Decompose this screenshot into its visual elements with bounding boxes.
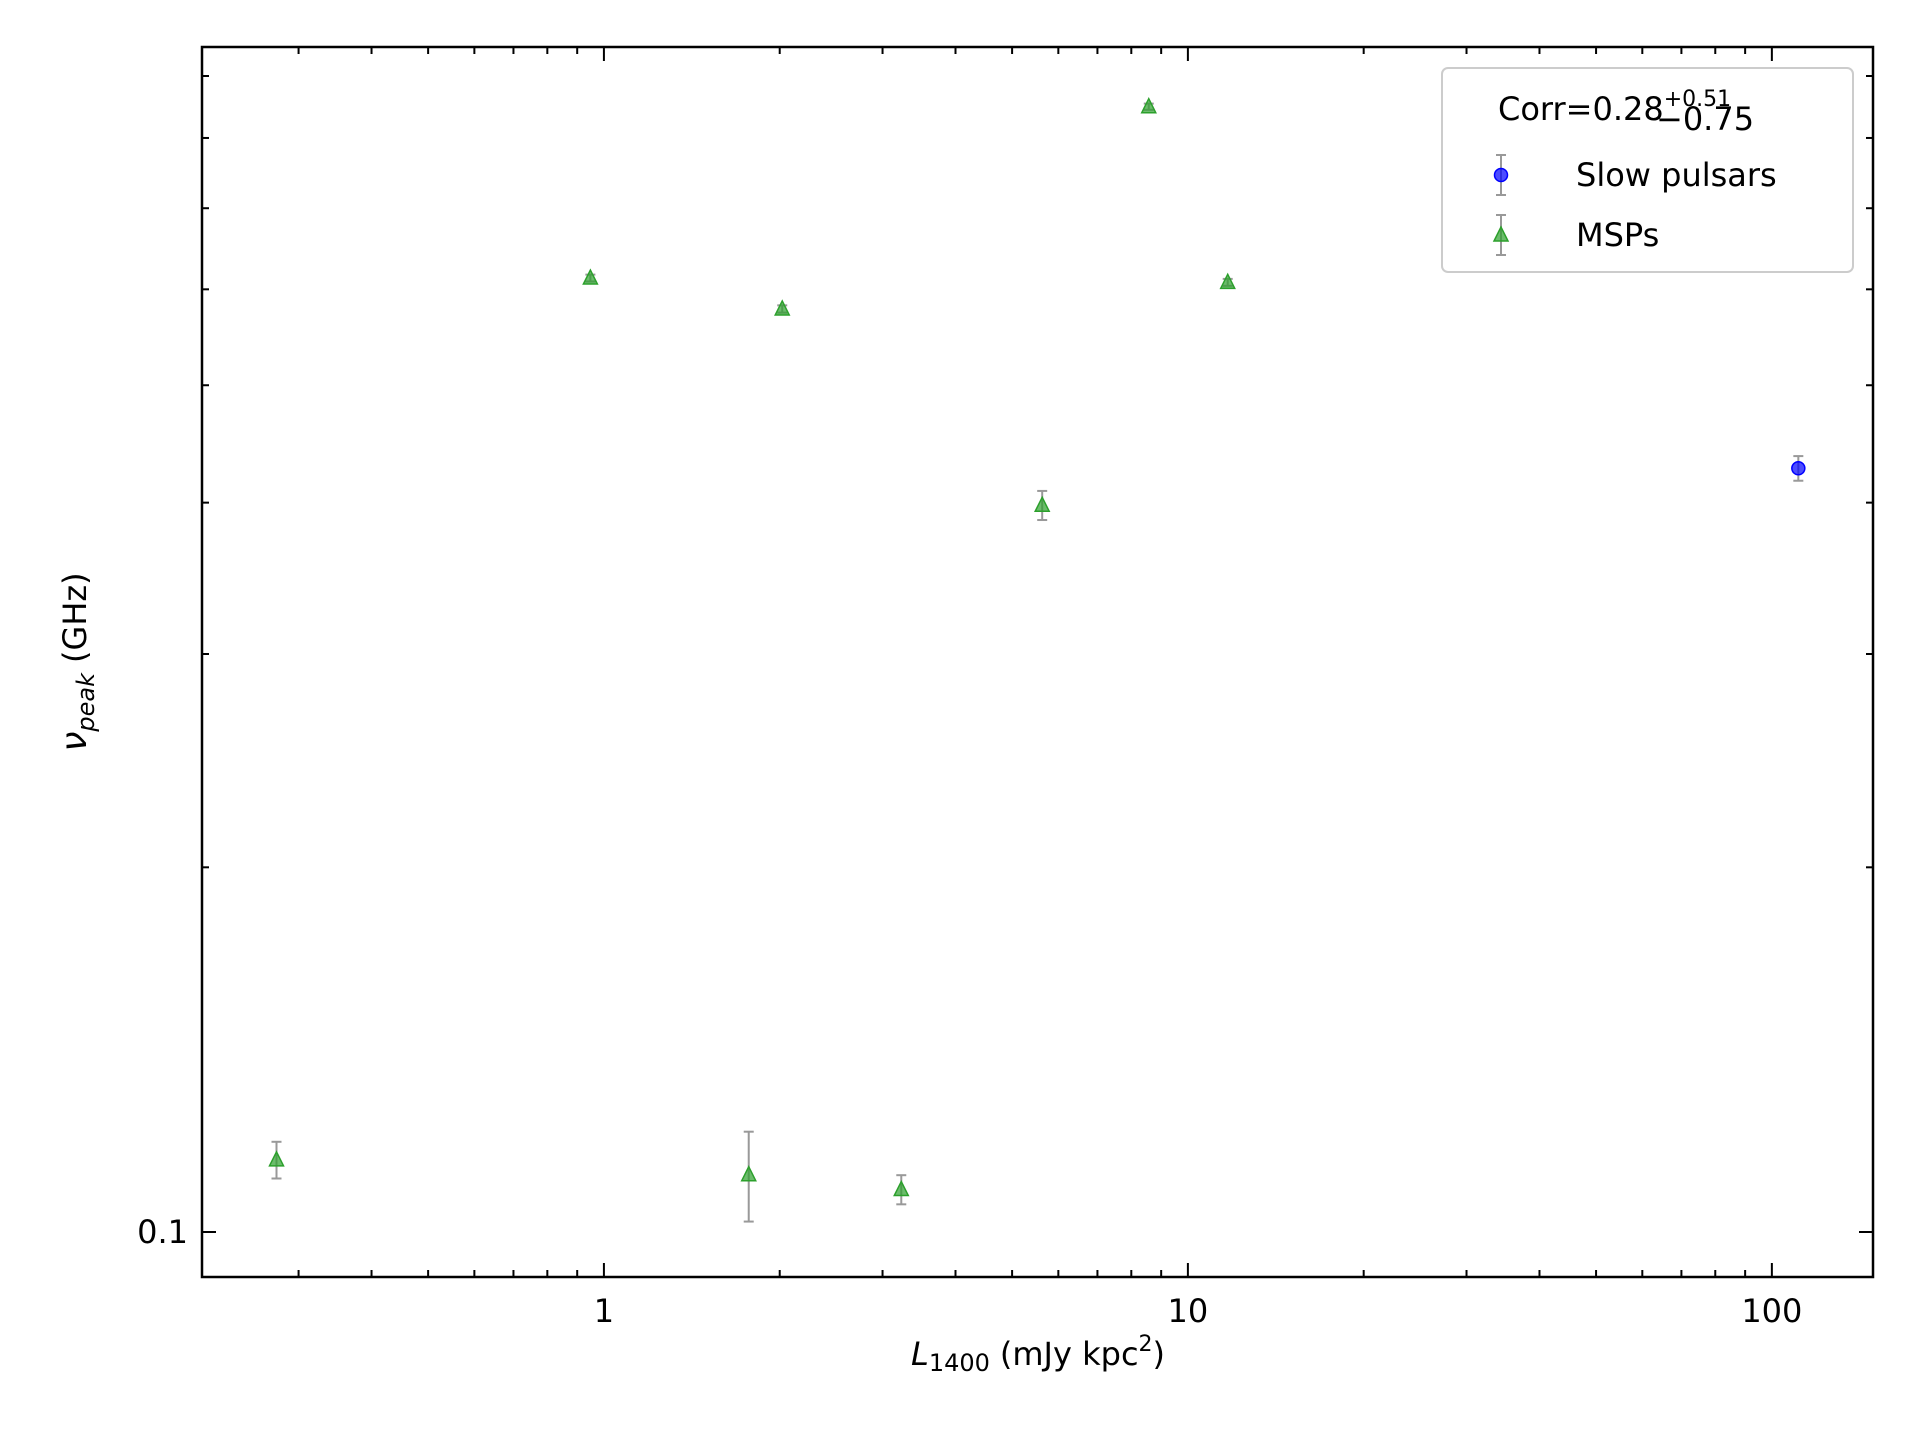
- marker-triangle: [1140, 97, 1157, 114]
- marker-circle: [1791, 461, 1806, 476]
- marker-triangle: [1492, 225, 1510, 242]
- legend-title-upper: +0.51: [1664, 87, 1731, 112]
- y-label-subscript: peak: [72, 672, 100, 733]
- legend-label: MSPs: [1576, 216, 1659, 254]
- marker-triangle: [1033, 495, 1051, 513]
- legend-title-text: Corr=0.28: [1498, 90, 1664, 128]
- x-tick-label: 10: [1168, 1292, 1209, 1330]
- x-tick-label: 1: [594, 1292, 614, 1330]
- x-label-unit-end: ): [1153, 1335, 1165, 1373]
- legend-label: Slow pulsars: [1576, 156, 1777, 194]
- marker-triangle: [1219, 272, 1236, 290]
- y-label-symbol: ν: [54, 732, 95, 752]
- x-label-symbol: L: [911, 1335, 929, 1373]
- legend: Corr=0.28+0.51 −0.75 Slow pulsars MSPs: [1441, 67, 1854, 273]
- y-axis-label: νpeak (GHz): [54, 572, 100, 751]
- legend-title: Corr=0.28+0.51: [1498, 87, 1731, 128]
- y-label-unit: (GHz): [56, 572, 94, 663]
- legend-frame: [1441, 67, 1854, 273]
- x-label-superscript: 2: [1139, 1332, 1153, 1357]
- x-axis-label: L1400 (mJy kpc2): [911, 1332, 1165, 1377]
- marker-triangle: [774, 299, 791, 316]
- x-label-unit: (mJy kpc: [1000, 1335, 1139, 1373]
- marker-triangle: [740, 1165, 757, 1182]
- y-tick-label: 0.1: [137, 1213, 188, 1251]
- marker-triangle: [268, 1150, 285, 1167]
- marker-triangle: [893, 1179, 910, 1197]
- x-tick-label: 100: [1741, 1292, 1802, 1330]
- marker-circle: [1493, 167, 1509, 183]
- plot-frame: [200, 45, 1875, 1279]
- marker-triangle: [582, 268, 599, 285]
- x-label-subscript: 1400: [929, 1349, 990, 1377]
- legend-title-lower: −0.75: [1656, 100, 1754, 138]
